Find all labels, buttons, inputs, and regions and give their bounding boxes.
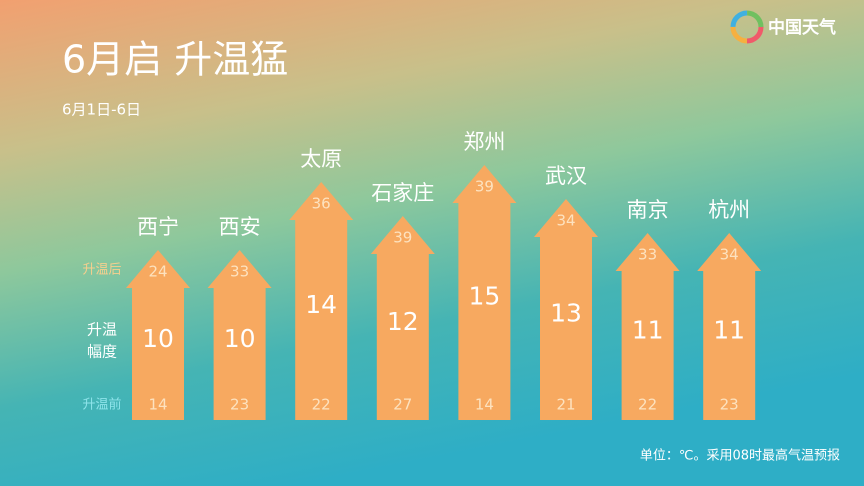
before-value: 23 <box>720 396 739 414</box>
arrow <box>615 233 680 420</box>
after-value: 39 <box>475 178 494 196</box>
city-label: 西安 <box>219 215 261 239</box>
rise-value: 12 <box>387 307 419 336</box>
city-label: 南京 <box>627 198 669 222</box>
after-value: 36 <box>312 195 331 213</box>
before-value: 22 <box>638 396 657 414</box>
rise-value: 14 <box>305 290 337 319</box>
rise-value: 15 <box>468 282 500 311</box>
subtitle: 6月1日-6日 <box>62 101 141 119</box>
after-value: 34 <box>720 246 739 264</box>
city-label: 西宁 <box>137 215 179 239</box>
after-value: 34 <box>556 212 575 230</box>
arrow <box>534 199 598 420</box>
row-label-after: 升温后 <box>82 263 121 278</box>
arrow <box>289 182 354 420</box>
after-value: 33 <box>638 246 657 264</box>
arrow <box>207 250 272 420</box>
after-value: 24 <box>148 263 167 281</box>
rise-value: 11 <box>632 316 664 345</box>
chart-title: 6月启 升温猛 <box>62 38 288 82</box>
before-value: 23 <box>230 396 249 414</box>
arrow <box>697 233 762 420</box>
brand: 中国天气 <box>768 17 836 38</box>
logo-icon <box>730 10 764 44</box>
before-value: 14 <box>148 396 167 414</box>
after-value: 39 <box>393 229 412 247</box>
before-value: 27 <box>393 396 412 414</box>
arrow <box>370 216 435 420</box>
before-value: 22 <box>312 396 331 414</box>
city-label: 太原 <box>300 147 342 171</box>
rise-value: 10 <box>142 324 174 353</box>
rise-value: 13 <box>550 299 582 328</box>
city-label: 武汉 <box>545 164 587 188</box>
before-value: 14 <box>475 396 494 414</box>
city-label: 杭州 <box>708 198 750 222</box>
rise-value: 11 <box>713 316 745 345</box>
row-label-before: 升温前 <box>82 397 121 413</box>
footnote: 单位：℃。采用08时最高气温预报 <box>640 448 840 464</box>
before-value: 21 <box>556 396 575 414</box>
row-label-rise: 幅度 <box>87 343 117 361</box>
row-label-rise: 升温 <box>87 321 117 339</box>
rise-value: 10 <box>224 324 256 353</box>
after-value: 33 <box>230 263 249 281</box>
arrow <box>452 165 517 420</box>
city-label: 郑州 <box>463 130 505 154</box>
arrow <box>126 250 190 420</box>
city-label: 石家庄 <box>371 181 434 205</box>
